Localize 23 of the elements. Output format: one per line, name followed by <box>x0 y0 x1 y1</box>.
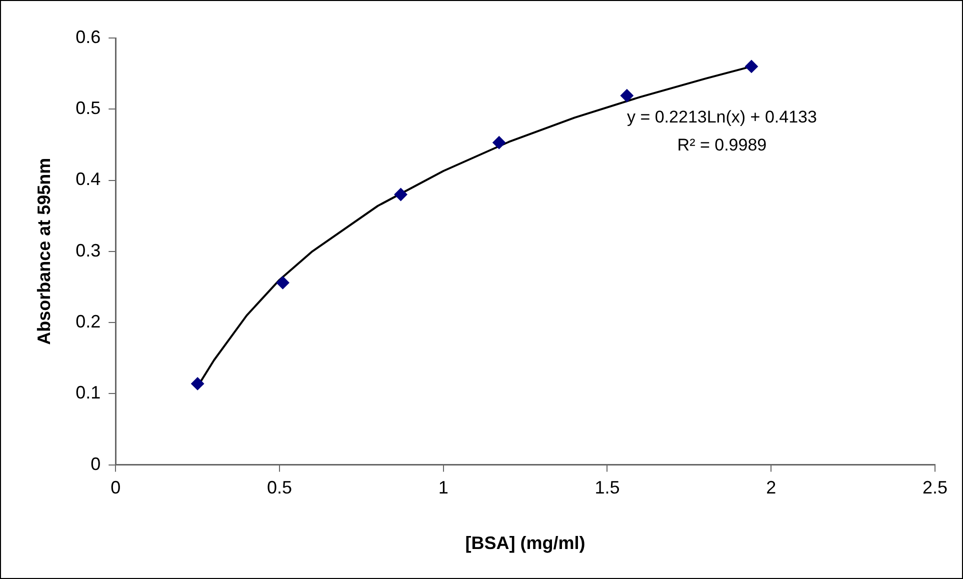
x-tick-label: 1 <box>438 478 448 498</box>
y-tick-label: 0.2 <box>76 312 101 332</box>
point <box>191 377 204 390</box>
y-axis-title: Absorbance at 595nm <box>34 158 54 345</box>
x-tick-label: 1.5 <box>594 478 620 498</box>
x-tick-label: 0 <box>110 478 121 498</box>
point <box>394 188 408 201</box>
x-tick-label: 2.5 <box>922 478 948 498</box>
annotation: R² = 0.9989 <box>677 136 767 155</box>
point <box>276 276 290 290</box>
point <box>492 136 506 150</box>
x-axis-title: [BSA] (mg/ml) <box>465 533 586 554</box>
point <box>744 60 758 73</box>
y-tick-label: 0.6 <box>76 26 101 47</box>
y-tick-label: 0 <box>90 454 101 474</box>
annotation: y = 0.2213Ln(x) + 0.4133 <box>626 108 817 127</box>
y-tick-label: 0.5 <box>76 98 101 118</box>
point <box>620 89 634 102</box>
y-tick-label: 0.3 <box>76 240 101 260</box>
y-tick-label: 0.1 <box>76 382 101 403</box>
y-tick-label: 0.4 <box>76 169 101 190</box>
x-tick-label: 0.5 <box>266 478 292 498</box>
x-tick-label: 2 <box>766 478 776 498</box>
